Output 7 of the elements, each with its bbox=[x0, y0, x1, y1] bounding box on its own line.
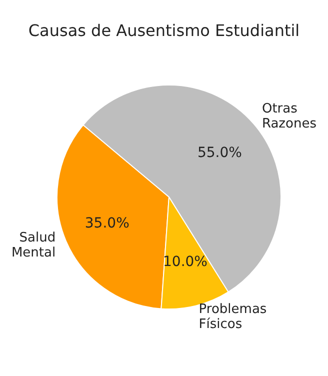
slice-label: Otras Razones bbox=[262, 101, 317, 132]
data-label: 55.0% bbox=[197, 144, 242, 161]
chart-title: Causas de Ausentismo Estudiantil bbox=[28, 21, 300, 40]
data-label: 10.0% bbox=[163, 254, 208, 270]
slice-label: Problemas Físicos bbox=[198, 302, 267, 332]
data-label: 35.0% bbox=[84, 215, 130, 232]
slice-label: Salud Mental bbox=[11, 230, 56, 260]
